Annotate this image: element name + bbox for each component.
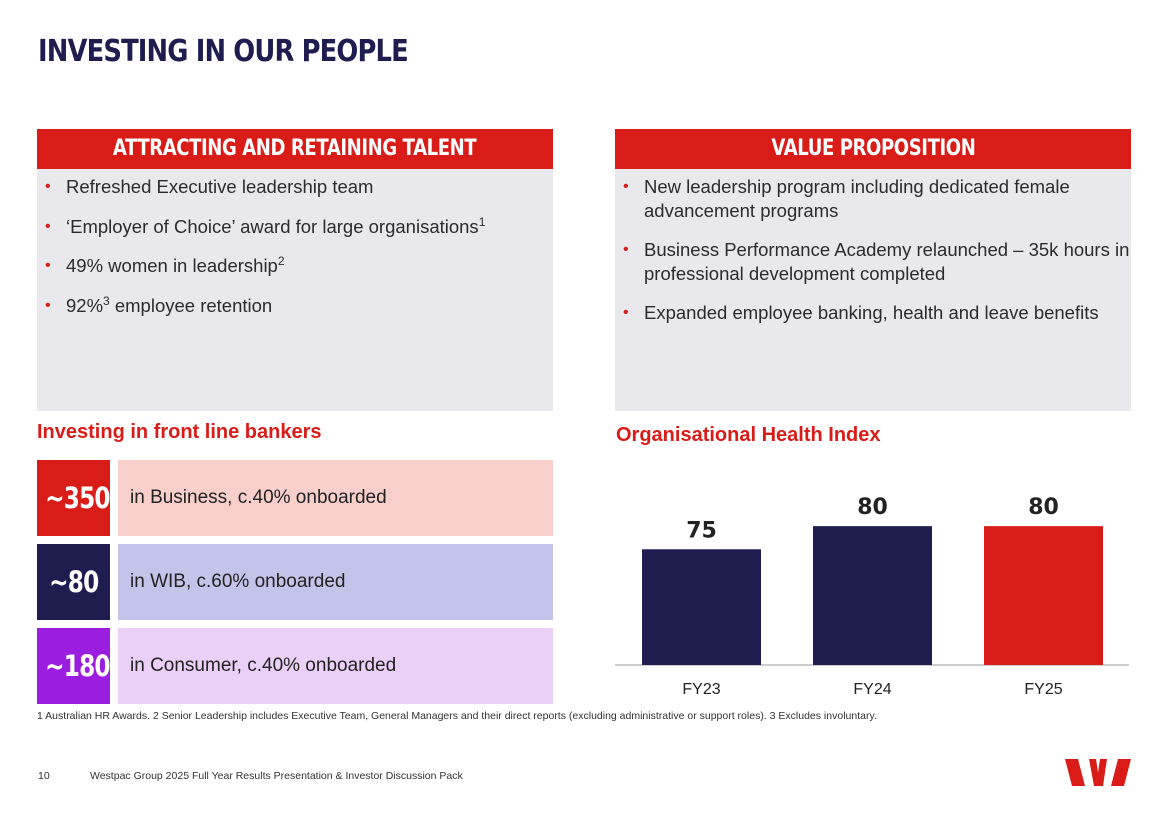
banker-description: in WIB, c.60% onboarded (118, 544, 553, 620)
list-item: 92%3 employee retention (37, 294, 553, 318)
footer-text: Westpac Group 2025 Full Year Results Pre… (90, 770, 463, 782)
talent-panel-heading: ATTRACTING AND RETAINING TALENT (37, 129, 553, 169)
list-item: New leadership program including dedicat… (615, 175, 1131, 222)
bar-fy24 (813, 526, 932, 665)
bankers-heading: Investing in front line bankers (37, 421, 322, 443)
talent-list: Refreshed Executive leadership team ‘Emp… (37, 169, 553, 317)
banker-count: ~350 (37, 460, 111, 536)
banker-count: ~80 (37, 544, 110, 620)
data-label: 75 (686, 518, 717, 543)
bar-fy23 (642, 549, 761, 665)
banker-row: ~350 in Business, c.40% onboarded (37, 460, 553, 536)
banker-count: ~180 (37, 628, 111, 704)
page-number: 10 (38, 770, 50, 782)
x-tick-label: FY24 (853, 681, 891, 698)
banker-row: ~180 in Consumer, c.40% onboarded (37, 628, 553, 704)
banker-description: in Business, c.40% onboarded (118, 460, 553, 536)
list-item: 49% women in leadership2 (37, 254, 553, 278)
ohi-chart: 75 FY23 80 FY24 80 FY25 (615, 460, 1131, 705)
banker-row: ~80 in WIB, c.60% onboarded (37, 544, 553, 620)
footnote: 1 Australian HR Awards. 2 Senior Leaders… (37, 710, 877, 722)
ohi-bar-chart: 75 FY23 80 FY24 80 FY25 (615, 495, 1129, 698)
data-label: 80 (857, 495, 888, 520)
x-tick-label: FY25 (1024, 681, 1062, 698)
value-proposition-panel: VALUE PROPOSITION New leadership program… (615, 129, 1131, 411)
value-list: New leadership program including dedicat… (615, 169, 1131, 325)
bar-fy25 (984, 526, 1103, 665)
data-label: 80 (1028, 495, 1059, 520)
x-tick-label: FY23 (682, 681, 720, 698)
talent-panel: ATTRACTING AND RETAINING TALENT Refreshe… (37, 129, 553, 411)
value-proposition-heading: VALUE PROPOSITION (615, 129, 1131, 169)
westpac-logo-icon (1065, 759, 1131, 786)
chart-title: Organisational Health Index (616, 424, 881, 446)
list-item: ‘Employer of Choice’ award for large org… (37, 215, 553, 239)
list-item: Expanded employee banking, health and le… (615, 301, 1131, 325)
list-item: Refreshed Executive leadership team (37, 175, 553, 199)
list-item: Business Performance Academy relaunched … (615, 238, 1131, 285)
banker-description: in Consumer, c.40% onboarded (118, 628, 553, 704)
page-title: INVESTING IN OUR PEOPLE (38, 34, 409, 69)
